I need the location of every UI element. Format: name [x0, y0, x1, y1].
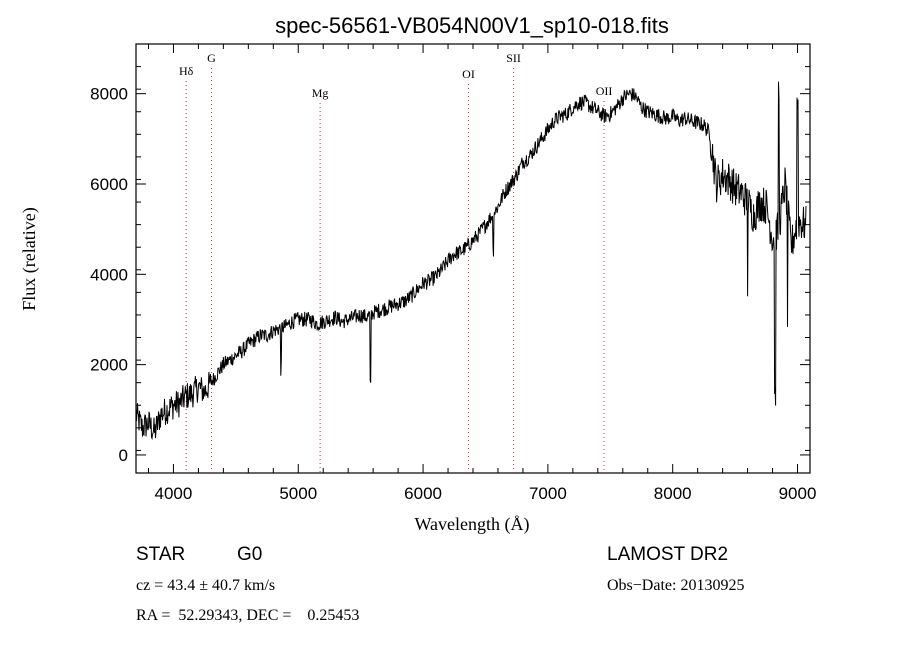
chart-title: spec-56561-VB054N00V1_sp10-018.fits: [275, 13, 669, 38]
plot-frame: [135, 43, 811, 474]
y-tick-label: 2000: [90, 356, 128, 375]
y-tick-label: 8000: [90, 85, 128, 104]
spectral-line-markers: Hδ G Mg OI SII OII: [179, 51, 612, 473]
spectral-line-label: OII: [596, 84, 613, 98]
coordinates-info: RA = 52.29343, DEC = 0.25453: [136, 607, 359, 624]
spectral-line-label: Mg: [312, 86, 329, 100]
survey-name: LAMOST DR2: [607, 544, 728, 565]
spectral-line-label: Hδ: [179, 64, 194, 78]
y-tick-label: 4000: [90, 265, 128, 284]
observation-date: Obs−Date: 20130925: [607, 577, 744, 594]
x-tick-label: 9000: [779, 484, 817, 503]
axis-ticks: 4000 5000 6000 7000 8000 9000 0 2000 4000 6000 800…: [90, 44, 816, 503]
object-subclass: G0: [237, 544, 262, 565]
spectral-line-label: G: [207, 51, 216, 65]
redshift-info: cz = 43.4 ± 40.7 km/s: [136, 577, 275, 594]
x-tick-label: 6000: [404, 484, 442, 503]
spectral-line-label: OI: [462, 67, 475, 81]
object-class: STAR: [136, 544, 185, 565]
spectrum-series: [135, 81, 807, 441]
x-tick-label: 4000: [155, 484, 193, 503]
y-tick-label: 0: [119, 446, 128, 465]
x-tick-label: 5000: [279, 484, 317, 503]
spectrum-line: [135, 81, 807, 441]
y-tick-label: 6000: [90, 175, 128, 194]
x-tick-label: 8000: [654, 484, 692, 503]
x-tick-label: 7000: [529, 484, 567, 503]
spectral-line-label: SII: [506, 51, 521, 65]
y-axis-label: Flux (relative): [19, 207, 40, 310]
x-axis-label: Wavelength (Å): [414, 514, 529, 535]
